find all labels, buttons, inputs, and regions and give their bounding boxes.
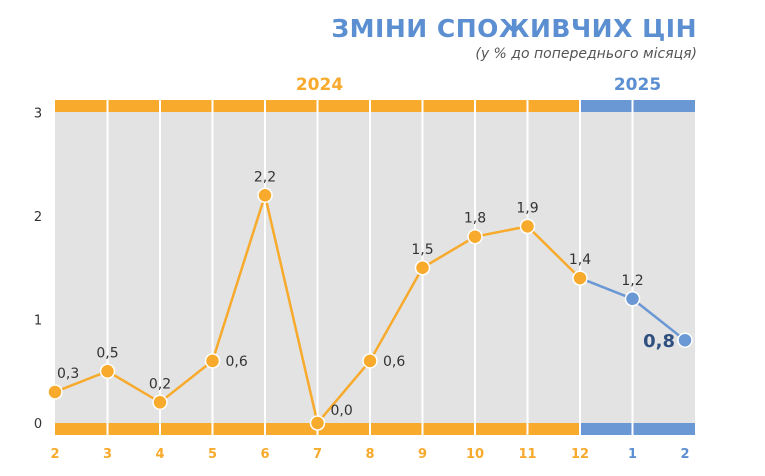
data-point (519, 218, 536, 235)
chart-subtitle: (у % до попереднього місяця) (475, 46, 697, 62)
data-label: 1,8 (464, 211, 486, 227)
data-label: 0,5 (96, 345, 118, 361)
y-tick-label: 1 (34, 314, 42, 329)
y-tick-label: 2 (34, 210, 42, 225)
y-tick-label: 3 (34, 107, 42, 122)
data-point (624, 291, 641, 307)
data-point (677, 332, 693, 348)
x-tick-label: 8 (365, 447, 374, 462)
chart-title: ЗМІНИ СПОЖИВЧИХ ЦІН (331, 14, 697, 43)
data-label: 1,2 (621, 273, 643, 289)
data-point (204, 353, 221, 369)
data-label: 2,2 (254, 169, 276, 185)
x-tick-label: 7 (313, 447, 322, 462)
year-label-2025: 2025 (614, 75, 661, 95)
x-tick-label: 10 (466, 447, 484, 462)
x-tick-label: 2 (50, 447, 59, 462)
data-label: 1,4 (569, 252, 591, 268)
x-tick-label: 6 (260, 447, 269, 462)
x-tick-label: 9 (418, 447, 427, 462)
data-label: 0,6 (383, 354, 405, 370)
x-tick-label: 3 (103, 447, 112, 462)
x-tick-label: 1 (628, 447, 637, 462)
data-label: 0,8 (643, 331, 675, 352)
data-label: 0,6 (226, 354, 248, 370)
data-point (467, 228, 483, 245)
x-tick-label: 4 (155, 447, 164, 462)
data-point (309, 415, 326, 431)
year-bar-2025-top (580, 100, 695, 112)
plot-area (55, 112, 695, 423)
data-label: 1,5 (411, 242, 433, 258)
data-point (572, 270, 588, 286)
x-tick-label: 11 (518, 447, 536, 462)
data-point (99, 363, 116, 379)
year-label-2024: 2024 (296, 75, 343, 95)
data-point (257, 187, 273, 204)
y-tick-label: 0 (34, 417, 42, 432)
data-point (362, 353, 378, 369)
data-point (414, 260, 431, 276)
data-label: 0,3 (57, 366, 79, 382)
x-tick-label: 2 (680, 447, 689, 462)
x-tick-label: 5 (208, 447, 217, 462)
data-label: 1,9 (516, 200, 538, 216)
x-tick-label: 12 (571, 447, 589, 462)
data-point (47, 384, 63, 400)
data-label: 0,2 (149, 376, 171, 392)
data-point (152, 394, 168, 411)
year-bar-2025-bottom (580, 423, 695, 435)
data-label: 0,0 (331, 403, 353, 419)
